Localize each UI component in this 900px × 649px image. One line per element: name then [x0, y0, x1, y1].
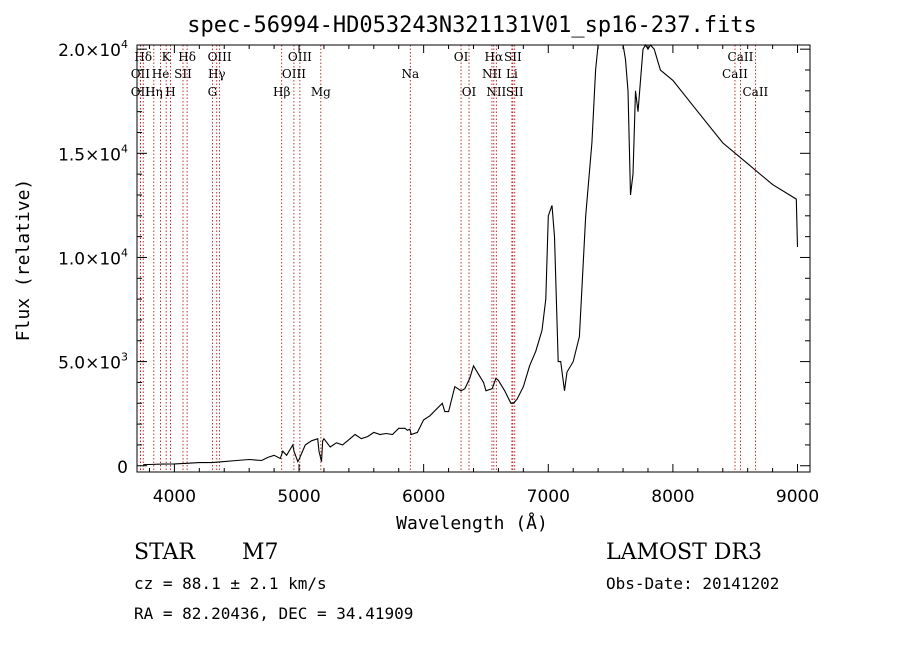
line-label-14: Hβ	[273, 85, 290, 99]
line-label-5: Hη	[145, 85, 163, 99]
plot-frame	[136, 44, 811, 473]
spectral-subclass: M7	[242, 540, 279, 565]
chart-title: spec-56994-HD053243N321131V01_sp16-237.f…	[187, 13, 757, 38]
line-label-3: K	[162, 50, 172, 64]
redshift-value: cz = 88.1 ± 2.1 km/s	[134, 574, 327, 593]
line-label-1: OII	[131, 67, 151, 81]
line-label-20: SII	[504, 50, 522, 64]
line-label-4: He	[152, 67, 170, 81]
object-type: STAR	[134, 540, 195, 565]
line-label-12: OIII	[288, 50, 312, 64]
line-label-8: H	[165, 85, 175, 99]
line-label-13: OIII	[282, 67, 306, 81]
x-tick-label-2: 6000	[402, 487, 445, 507]
line-label-6: Hδ	[178, 50, 196, 64]
x-axis-label: Wavelength (Å)	[396, 512, 548, 534]
spectrum-chart: spec-56994-HD053243N321131V01_sp16-237.f…	[13, 13, 819, 534]
line-label-16: Na	[401, 67, 419, 81]
line-label-27: CaII	[742, 85, 768, 99]
line-label-9: OIII	[208, 50, 232, 64]
line-label-18: OI	[462, 85, 477, 99]
line-label-0: Hδ	[134, 50, 152, 64]
line-label-24: SII	[506, 85, 524, 99]
survey-name: LAMOST DR3	[606, 540, 762, 565]
emission-line-labels: Hδ OII OII K He Hη Hδ SII H OIII Hγ G OIII OIII Hβ Mg Na…	[131, 50, 769, 99]
line-label-7: SII	[174, 67, 192, 81]
spectrum-line	[143, 43, 799, 466]
x-tick-label-0: 4000	[153, 487, 196, 507]
x-tick-label-5: 9000	[776, 487, 819, 507]
line-label-25: CaII	[728, 50, 754, 64]
y-tick-label-4: 2.0×104	[58, 38, 128, 61]
line-label-23: NII	[486, 85, 506, 99]
x-axis: 4000 5000 6000 7000 8000 9000	[148, 45, 819, 507]
line-label-21: NII	[482, 67, 502, 81]
x-tick-label-3: 7000	[527, 487, 570, 507]
y-axis: 0 5.0×103 1.0×104 1.5×104 2.0×104	[58, 38, 810, 478]
line-label-10: Hγ	[208, 67, 226, 81]
observation-date: Obs-Date: 20141202	[606, 574, 780, 593]
line-label-2: OII	[131, 85, 151, 99]
line-label-15: Mg	[311, 85, 331, 99]
x-tick-label-1: 5000	[277, 487, 320, 507]
line-label-26: CaII	[722, 67, 748, 81]
line-label-22: Li	[506, 67, 518, 81]
line-label-19: Hα	[485, 50, 504, 64]
y-tick-label-2: 1.0×104	[58, 246, 128, 269]
y-tick-label-1: 5.0×103	[58, 351, 128, 374]
sky-coordinates: RA = 82.20436, DEC = 34.41909	[134, 604, 414, 623]
y-axis-label: Flux (relative)	[13, 179, 34, 342]
y-tick-label-0: 0	[117, 458, 128, 478]
x-tick-label-4: 8000	[651, 487, 694, 507]
emission-line-markers	[139, 45, 756, 472]
y-tick-label-3: 1.5×104	[58, 142, 128, 165]
line-label-17: OI	[454, 50, 469, 64]
line-label-11: G	[208, 85, 218, 99]
